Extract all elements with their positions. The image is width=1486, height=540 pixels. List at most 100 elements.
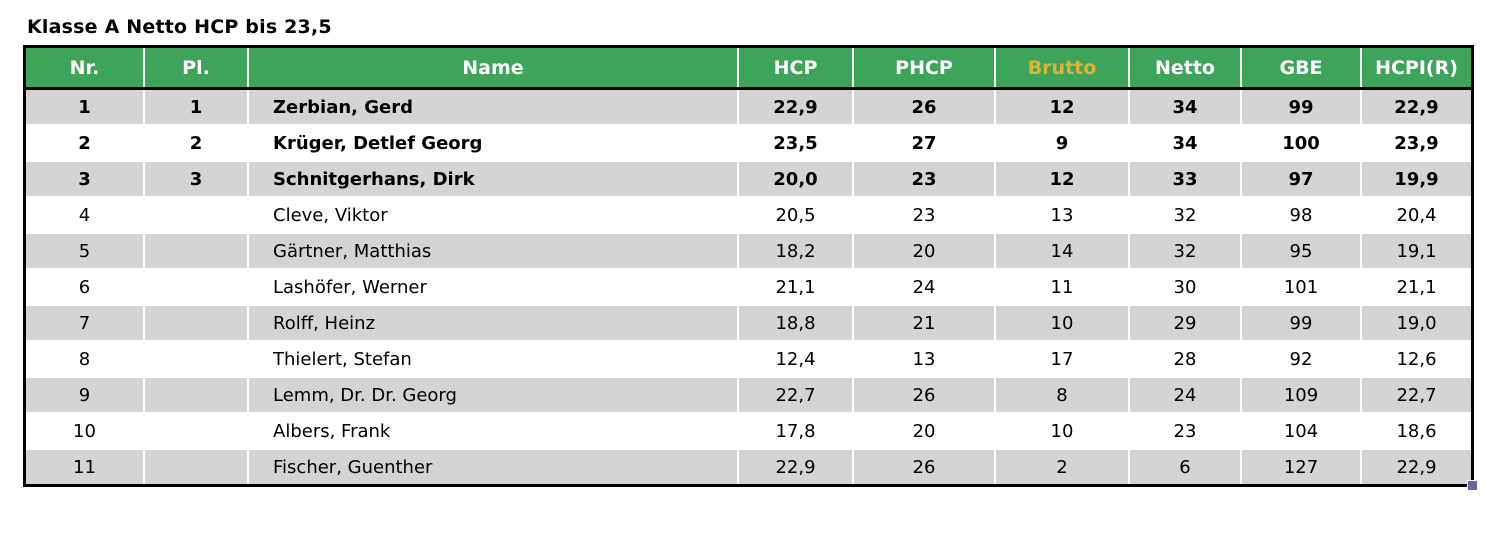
cell-phcp: 23	[852, 196, 996, 234]
header-row: Nr. Pl. Name HCP PHCP Brutto Netto GBE HCPI(R)	[23, 45, 1474, 90]
column-header-pl: Pl.	[143, 45, 249, 90]
cell-nr: 6	[23, 268, 145, 306]
cell-pl	[143, 196, 249, 234]
cell-brutto: 2	[994, 448, 1130, 487]
cell-phcp: 27	[852, 124, 996, 162]
cell-name: Rolff, Heinz	[247, 304, 739, 342]
cell-netto: 24	[1128, 376, 1242, 414]
cell-hcp: 20,5	[737, 196, 854, 234]
table-row: 8 Thielert, Stefan 12,4 13 17 28 92 12,6	[23, 340, 1474, 378]
cell-gbe: 98	[1240, 196, 1362, 234]
table-row: 1 1 Zerbian, Gerd 22,9 26 12 34 99 22,9	[23, 87, 1474, 126]
cell-nr: 11	[23, 448, 145, 487]
cell-gbe: 100	[1240, 124, 1362, 162]
cell-nr: 5	[23, 232, 145, 270]
cell-pl: 3	[143, 160, 249, 198]
cell-hcpi: 21,1	[1360, 268, 1474, 306]
cell-hcp: 18,2	[737, 232, 854, 270]
cell-phcp: 13	[852, 340, 996, 378]
table-row: 6 Lashöfer, Werner 21,1 24 11 30 101 21,1	[23, 268, 1474, 306]
table-row: 4 Cleve, Viktor 20,5 23 13 32 98 20,4	[23, 196, 1474, 234]
table-row: 7 Rolff, Heinz 18,8 21 10 29 99 19,0	[23, 304, 1474, 342]
cell-hcp: 21,1	[737, 268, 854, 306]
cell-hcp: 12,4	[737, 340, 854, 378]
cell-netto: 23	[1128, 412, 1242, 450]
cell-pl	[143, 340, 249, 378]
column-header-gbe: GBE	[1240, 45, 1362, 90]
cell-brutto: 14	[994, 232, 1130, 270]
cell-hcp: 22,7	[737, 376, 854, 414]
cell-pl	[143, 232, 249, 270]
cell-hcpi: 23,9	[1360, 124, 1474, 162]
column-header-netto: Netto	[1128, 45, 1242, 90]
cell-gbe: 127	[1240, 448, 1362, 487]
cell-hcp: 22,9	[737, 448, 854, 487]
cell-name: Cleve, Viktor	[247, 196, 739, 234]
cell-hcpi: 20,4	[1360, 196, 1474, 234]
cell-netto: 34	[1128, 124, 1242, 162]
cell-netto: 6	[1128, 448, 1242, 487]
cell-pl	[143, 376, 249, 414]
cell-brutto: 10	[994, 412, 1130, 450]
cell-phcp: 23	[852, 160, 996, 198]
results-table-body: 1 1 Zerbian, Gerd 22,9 26 12 34 99 22,9 2 2 Krüger,…	[23, 87, 1474, 487]
results-table: Nr. Pl. Name HCP PHCP Brutto Netto GBE HCPI(R) 1…	[23, 45, 1474, 487]
cell-nr: 8	[23, 340, 145, 378]
cell-brutto: 8	[994, 376, 1130, 414]
cell-netto: 32	[1128, 196, 1242, 234]
cell-hcpi: 22,9	[1360, 448, 1474, 487]
cell-pl: 1	[143, 87, 249, 126]
table-row: 9 Lemm, Dr. Dr. Georg 22,7 26 8 24 109 22,7	[23, 376, 1474, 414]
cell-gbe: 97	[1240, 160, 1362, 198]
cell-brutto: 10	[994, 304, 1130, 342]
cell-name: Fischer, Guenther	[247, 448, 739, 487]
cell-phcp: 26	[852, 376, 996, 414]
cell-phcp: 20	[852, 232, 996, 270]
cell-gbe: 99	[1240, 304, 1362, 342]
cell-nr: 1	[23, 87, 145, 126]
page-title: Klasse A Netto HCP bis 23,5	[27, 16, 332, 38]
cell-phcp: 26	[852, 87, 996, 126]
cell-hcpi: 19,1	[1360, 232, 1474, 270]
cell-netto: 28	[1128, 340, 1242, 378]
cell-nr: 9	[23, 376, 145, 414]
cell-name: Lemm, Dr. Dr. Georg	[247, 376, 739, 414]
cell-gbe: 101	[1240, 268, 1362, 306]
cell-gbe: 95	[1240, 232, 1362, 270]
cell-hcp: 23,5	[737, 124, 854, 162]
column-header-phcp: PHCP	[852, 45, 996, 90]
cell-nr: 10	[23, 412, 145, 450]
cell-pl	[143, 412, 249, 450]
cell-hcpi: 22,7	[1360, 376, 1474, 414]
cell-hcp: 22,9	[737, 87, 854, 126]
cell-brutto: 9	[994, 124, 1130, 162]
cell-phcp: 24	[852, 268, 996, 306]
cell-pl	[143, 448, 249, 487]
column-header-brutto: Brutto	[994, 45, 1130, 90]
column-header-hcp: HCP	[737, 45, 854, 90]
table-row: 11 Fischer, Guenther 22,9 26 2 6 127 22,9	[23, 448, 1474, 487]
cell-hcpi: 22,9	[1360, 87, 1474, 126]
cell-pl	[143, 268, 249, 306]
table-row: 2 2 Krüger, Detlef Georg 23,5 27 9 34 100 23,9	[23, 124, 1474, 162]
cell-nr: 7	[23, 304, 145, 342]
cell-hcp: 17,8	[737, 412, 854, 450]
cell-name: Thielert, Stefan	[247, 340, 739, 378]
cell-hcpi: 18,6	[1360, 412, 1474, 450]
cell-name: Schnitgerhans, Dirk	[247, 160, 739, 198]
cell-nr: 4	[23, 196, 145, 234]
cell-hcpi: 12,6	[1360, 340, 1474, 378]
cell-pl: 2	[143, 124, 249, 162]
results-table-wrap: Nr. Pl. Name HCP PHCP Brutto Netto GBE HCPI(R) 1…	[23, 45, 1478, 491]
table-row: 5 Gärtner, Matthias 18,2 20 14 32 95 19,1	[23, 232, 1474, 270]
cell-phcp: 26	[852, 448, 996, 487]
cell-brutto: 11	[994, 268, 1130, 306]
cell-pl	[143, 304, 249, 342]
cell-hcp: 18,8	[737, 304, 854, 342]
cell-brutto: 12	[994, 160, 1130, 198]
cell-brutto: 17	[994, 340, 1130, 378]
resize-handle[interactable]	[1467, 480, 1478, 491]
column-header-nr: Nr.	[23, 45, 145, 90]
cell-brutto: 13	[994, 196, 1130, 234]
cell-gbe: 92	[1240, 340, 1362, 378]
